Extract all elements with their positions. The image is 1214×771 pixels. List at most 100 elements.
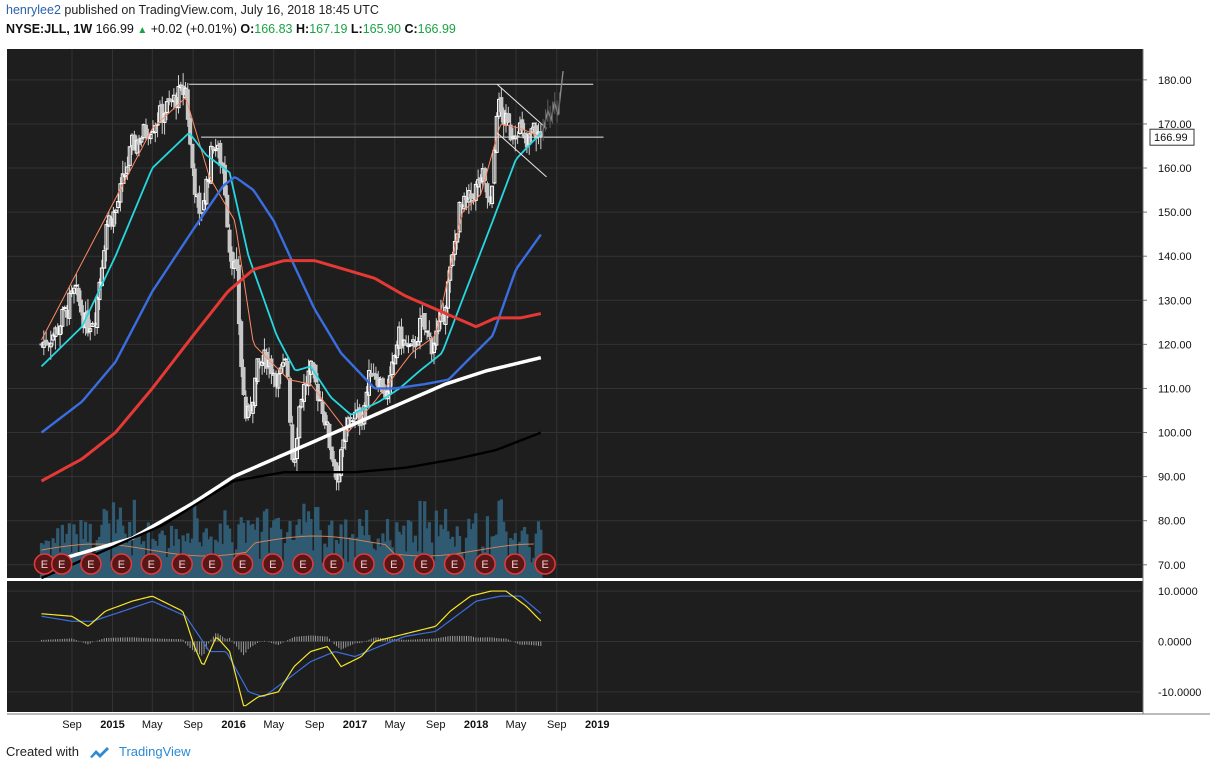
- candle-body: [123, 174, 128, 178]
- ema-salmon-line: [41, 97, 542, 433]
- candle-body: [408, 343, 413, 347]
- volume-bar: [502, 521, 506, 578]
- volume-bar: [469, 529, 473, 578]
- candle-body: [431, 342, 436, 354]
- volume-bar: [462, 562, 466, 578]
- candle-body: [529, 128, 534, 133]
- candle-body: [459, 204, 464, 208]
- earnings-marker: [292, 553, 314, 575]
- volume-bar: [376, 538, 380, 578]
- volume-bar: [374, 550, 378, 578]
- candle-body: [441, 314, 446, 322]
- candle-body: [390, 361, 395, 376]
- price-tick-label: 100.00: [1158, 428, 1192, 440]
- earnings-marker: [110, 553, 133, 575]
- volume-bar: [316, 506, 320, 578]
- volume-bar: [402, 525, 406, 578]
- volume-bar: [167, 547, 171, 578]
- macd-tick-label: -10.0000: [1158, 687, 1201, 699]
- last-price-label: 166.99: [1154, 132, 1188, 144]
- volume-bar: [464, 537, 469, 578]
- candle-body: [290, 424, 295, 461]
- macd-tick-label: 0.0000: [1158, 636, 1192, 648]
- tradingview-brand[interactable]: TradingView: [118, 744, 191, 759]
- earnings-marker-label: E: [420, 559, 427, 571]
- volume-bar: [318, 530, 322, 578]
- volume-bar: [272, 520, 276, 578]
- candle-body: [102, 250, 107, 269]
- candle-body: [211, 146, 216, 150]
- volume-bar: [341, 558, 346, 578]
- volume-bar: [102, 508, 106, 578]
- volume-bar: [339, 524, 343, 578]
- earnings-marker: [231, 553, 254, 575]
- author-link[interactable]: henrylee2: [6, 3, 61, 17]
- volume-bar: [146, 522, 150, 578]
- candle-body: [44, 339, 49, 346]
- candle-body: [274, 373, 279, 387]
- volume-bar: [404, 551, 408, 578]
- volume-bar: [423, 501, 427, 578]
- earnings-marker: [322, 553, 345, 575]
- time-tick-label: Sep: [426, 719, 446, 731]
- candle-body: [508, 124, 513, 141]
- volume-bar: [427, 522, 431, 578]
- candle-body: [206, 179, 211, 182]
- volume-bar: [169, 525, 174, 578]
- candle-body: [62, 306, 67, 309]
- up-arrow-icon: ▲: [137, 25, 148, 36]
- candle-body: [60, 308, 65, 327]
- earnings-marker-label: E: [41, 559, 48, 571]
- volume-bar: [520, 530, 524, 578]
- volume-bar: [418, 500, 422, 578]
- last-price-label-box: [1149, 128, 1195, 146]
- volume-bar: [499, 499, 503, 578]
- last-price: 166.99: [95, 22, 134, 36]
- volume-bar: [327, 525, 332, 578]
- macd-line: [41, 590, 542, 707]
- candle-body: [418, 317, 423, 343]
- created-with-text: Created with: [6, 744, 79, 759]
- candle-body: [255, 358, 260, 382]
- volume-bar: [84, 521, 88, 578]
- open-value: 166.83: [254, 22, 293, 36]
- chart-area[interactable]: 180.00 170.00 160.00 150.00 140.00 130.00 120.…: [0, 44, 1214, 738]
- footer: Created with TradingView: [6, 744, 191, 759]
- candle-body: [67, 292, 72, 319]
- volume-bar: [265, 508, 269, 578]
- volume-bar: [313, 507, 318, 578]
- ma-black-line: [40, 431, 542, 580]
- volume-bar: [411, 542, 415, 578]
- candle-body: [88, 328, 93, 333]
- volume-bar: [137, 536, 141, 578]
- volume-bar: [444, 509, 448, 578]
- earnings-marker-label: E: [330, 559, 337, 571]
- volume-bar: [304, 522, 308, 578]
- ema-cyan-line: [40, 132, 542, 416]
- volume-bar: [225, 525, 229, 578]
- volume-bar: [425, 528, 429, 578]
- candle-body: [394, 344, 399, 359]
- candle-body: [239, 321, 244, 368]
- high-label: H:: [295, 22, 310, 36]
- low-label: L:: [350, 22, 363, 36]
- price-tick-label: 120.00: [1158, 339, 1192, 351]
- published-text: published on TradingView.com, July 16, 2…: [60, 3, 379, 17]
- volume-bar: [158, 533, 162, 578]
- candle-body: [65, 309, 70, 318]
- candle-body: [213, 149, 218, 152]
- candle-body: [74, 284, 79, 287]
- candle-body: [39, 343, 44, 346]
- price-change: +0.02 (+0.01%): [150, 22, 237, 36]
- volume-bar: [399, 534, 404, 578]
- earnings-marker: [383, 553, 405, 575]
- time-tick-label: May: [263, 719, 284, 731]
- candle-body: [501, 109, 506, 125]
- volume-bar: [330, 520, 334, 578]
- volume-bar: [381, 533, 385, 578]
- candle-body: [69, 290, 74, 295]
- candle-body: [462, 195, 467, 210]
- candle-body: [167, 98, 172, 102]
- time-tick-label: May: [142, 719, 163, 731]
- earnings-marker-label: E: [541, 559, 548, 571]
